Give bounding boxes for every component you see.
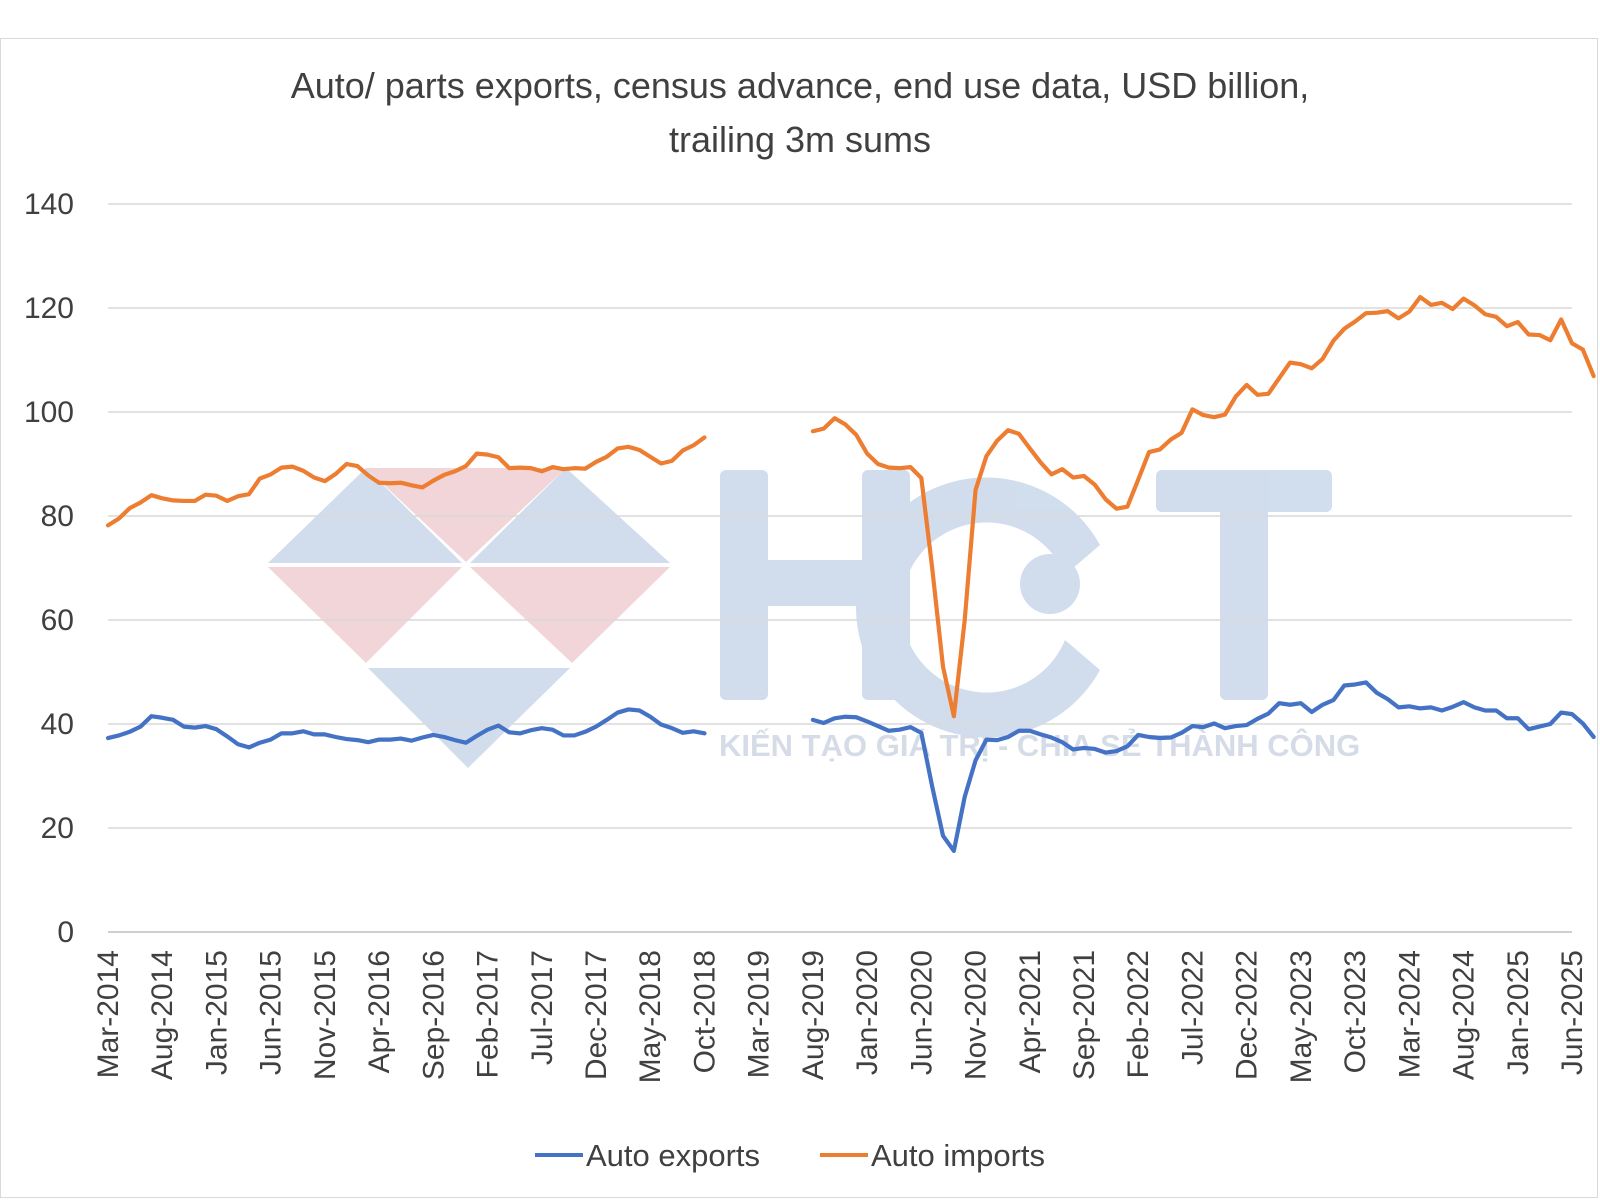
chart-frame (0, 38, 1598, 1198)
data-series (105, 294, 1596, 853)
x-tick-label: Aug-2014 (146, 950, 179, 1080)
x-tick-label: Oct-2018 (688, 950, 721, 1073)
x-tick-label: Sep-2021 (1068, 950, 1101, 1080)
y-tick-label: 0 (57, 916, 74, 949)
chart-subtitle: trailing 3m sums (669, 119, 931, 160)
x-tick-label: Sep-2016 (417, 950, 450, 1080)
x-tick-label: Mar-2024 (1393, 950, 1426, 1078)
watermark-logo: KIẾN TẠO GIÁ TRỊ - CHIA SẺ THÀNH CÔNG (268, 468, 1360, 768)
x-tick-label: Apr-2016 (363, 950, 396, 1073)
x-tick-label: Aug-2024 (1448, 950, 1481, 1080)
x-tick-label: May-2023 (1285, 950, 1318, 1083)
x-tick-label: Jul-2022 (1176, 950, 1209, 1065)
series-line-auto-exports (105, 680, 1596, 853)
x-tick-label: Nov-2015 (309, 950, 342, 1080)
y-tick-label: 120 (24, 292, 74, 325)
x-tick-label: May-2018 (634, 950, 667, 1083)
x-tick-label: Jan-2025 (1502, 950, 1535, 1075)
y-tick-label: 100 (24, 396, 74, 429)
x-tick-label: Jul-2017 (526, 950, 559, 1065)
watermark-diamond-top-mid (366, 468, 566, 562)
x-tick-label: Jun-2025 (1556, 950, 1589, 1075)
x-tick-label: Nov-2020 (960, 950, 993, 1080)
gridlines (108, 203, 1572, 933)
watermark-diamond-low-right (470, 567, 670, 663)
y-tick-label: 40 (41, 708, 74, 741)
x-axis-ticks: Mar-2014 Aug-2014 Jan-2015 Jun-2015 Nov-2015… (92, 950, 1589, 1083)
x-tick-label: Feb-2022 (1122, 950, 1155, 1078)
x-tick-label: Mar-2014 (92, 950, 125, 1078)
x-tick-label: Aug-2019 (797, 950, 830, 1080)
x-tick-label: Feb-2017 (472, 950, 505, 1078)
y-tick-label: 80 (41, 500, 74, 533)
watermark-letters (720, 470, 1332, 738)
x-tick-label: Apr-2021 (1014, 950, 1047, 1073)
y-tick-label: 20 (41, 812, 74, 845)
watermark-diamond-low-left (268, 567, 462, 663)
y-tick-label: 60 (41, 604, 74, 637)
y-tick-label: 140 (24, 188, 74, 221)
legend-label-auto-exports: Auto exports (586, 1138, 760, 1173)
legend-label-auto-imports: Auto imports (871, 1138, 1045, 1173)
y-axis-ticks: 0 20 40 60 80 100 120 140 (24, 188, 74, 949)
x-tick-label: Jan-2015 (200, 950, 233, 1075)
x-tick-label: Jan-2020 (851, 950, 884, 1075)
x-tick-label: Oct-2023 (1339, 950, 1372, 1073)
watermark-diamond-bottom (368, 668, 570, 768)
x-tick-label: Jun-2015 (255, 950, 288, 1075)
series-line-auto-imports (105, 294, 1596, 719)
x-tick-label: Dec-2017 (580, 950, 613, 1080)
chart-title: Auto/ parts exports, census advance, end… (291, 65, 1310, 106)
legend: Auto exports Auto imports (535, 1138, 1045, 1173)
x-tick-label: Mar-2019 (743, 950, 776, 1078)
x-tick-label: Dec-2022 (1231, 950, 1264, 1080)
x-tick-label: Jun-2020 (905, 950, 938, 1075)
